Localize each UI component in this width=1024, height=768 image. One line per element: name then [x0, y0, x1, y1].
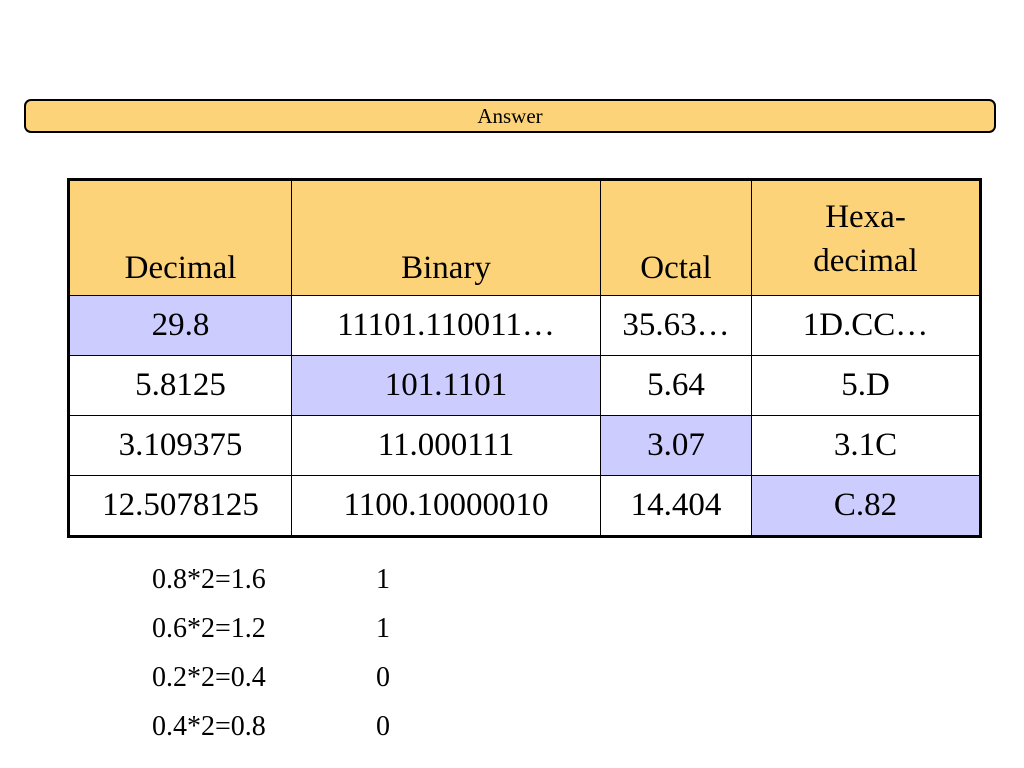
cell-hex: 1D.CC…: [751, 295, 981, 356]
cell-decimal: 3.109375: [68, 415, 292, 476]
step-expression: 0.2*2=0.4: [152, 661, 266, 693]
header-octal: Octal: [600, 179, 752, 296]
cell-hex: C.82: [751, 475, 981, 537]
cell-binary: 11101.110011…: [291, 295, 601, 356]
answer-title-label: Answer: [477, 103, 543, 128]
answer-title-bar: Answer: [24, 99, 996, 133]
header-hexadecimal: Hexa- decimal: [751, 179, 981, 296]
step-row: 0.4*2=0.8 0: [152, 702, 416, 751]
cell-octal: 35.63…: [600, 295, 752, 356]
number-conversion-table: Decimal Binary Octal Hexa- decimal 29.8 …: [67, 178, 982, 538]
table-row: 29.8 11101.110011… 35.63… 1D.CC…: [68, 295, 981, 356]
step-bit: 0: [376, 661, 390, 693]
table-row: 5.8125 101.1101 5.64 5.D: [68, 355, 981, 416]
header-decimal: Decimal: [68, 179, 292, 296]
header-hex-line2: decimal: [813, 243, 918, 279]
table-header-row: Decimal Binary Octal Hexa- decimal: [68, 179, 981, 296]
cell-decimal: 12.5078125: [68, 475, 292, 537]
step-bit: 0: [376, 710, 390, 742]
cell-binary: 11.000111: [291, 415, 601, 476]
cell-octal: 14.404: [600, 475, 752, 537]
cell-decimal: 29.8: [68, 295, 292, 356]
binary-fraction-steps: 0.8*2=1.6 1 0.6*2=1.2 1 0.2*2=0.4 0 0.4*…: [152, 555, 416, 751]
step-bit: 1: [376, 563, 390, 595]
cell-binary: 1100.10000010: [291, 475, 601, 537]
step-expression: 0.8*2=1.6: [152, 563, 266, 595]
cell-octal: 5.64: [600, 355, 752, 416]
step-bit: 1: [376, 612, 390, 644]
header-hex-line1: Hexa-: [825, 199, 906, 235]
table-row: 3.109375 11.000111 3.07 3.1C: [68, 415, 981, 476]
header-binary: Binary: [291, 179, 601, 296]
cell-hex: 5.D: [751, 355, 981, 416]
cell-hex: 3.1C: [751, 415, 981, 476]
step-row: 0.8*2=1.6 1: [152, 555, 416, 604]
step-expression: 0.4*2=0.8: [152, 710, 266, 742]
cell-decimal: 5.8125: [68, 355, 292, 416]
step-row: 0.2*2=0.4 0: [152, 653, 416, 702]
cell-binary: 101.1101: [291, 355, 601, 416]
step-expression: 0.6*2=1.2: [152, 612, 266, 644]
step-row: 0.6*2=1.2 1: [152, 604, 416, 653]
cell-octal: 3.07: [600, 415, 752, 476]
table-row: 12.5078125 1100.10000010 14.404 C.82: [68, 475, 981, 537]
